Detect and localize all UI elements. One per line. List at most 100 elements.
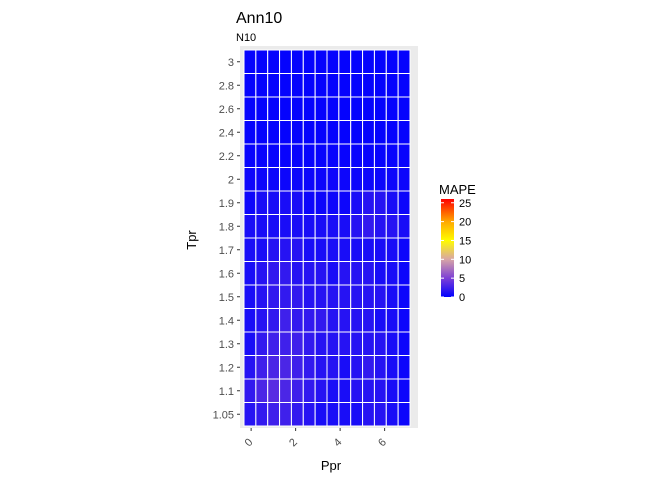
heatmap-tile [397, 402, 411, 427]
heatmap-tile [243, 143, 257, 168]
heatmap-tile [314, 120, 328, 145]
heatmap-tile [243, 378, 257, 403]
heatmap-tile [350, 214, 364, 239]
heatmap-tile [314, 261, 328, 286]
heatmap-tile [255, 284, 269, 309]
heatmap-tile [338, 167, 352, 192]
y-tick-label: 1.1 [219, 386, 234, 398]
heatmap-tile [362, 143, 375, 168]
y-axis: 1.05 1.1 1.2 1.3 1.4 1.5 1.6 1.7 1.8 1.9 2 2.2 2.4 2.… [213, 57, 240, 421]
heatmap-tile [302, 261, 316, 286]
heatmap-tile [326, 120, 340, 145]
x-tick-label: 4 [332, 436, 345, 449]
heatmap-tile [350, 49, 364, 74]
heatmap-tile [290, 73, 304, 98]
heatmap-tile [326, 73, 340, 98]
heatmap-tile [326, 49, 340, 74]
heatmap-tile [255, 167, 269, 192]
heatmap-tile [373, 73, 387, 98]
heatmap-tile [290, 355, 304, 380]
heatmap-tile [338, 261, 352, 286]
heatmap-tile [362, 331, 375, 356]
heatmap-tile [338, 308, 352, 333]
heatmap-tile [290, 378, 304, 403]
y-axis-title: Tpr [184, 230, 199, 250]
legend-ticks: 0 5 10 15 20 25 [441, 198, 471, 304]
heatmap-tile [302, 308, 316, 333]
heatmap-tile [385, 190, 399, 215]
heatmap-tile [279, 378, 292, 403]
heatmap-tile [385, 355, 399, 380]
y-tick-label: 1.5 [219, 292, 234, 304]
heatmap-tile [279, 402, 292, 427]
heatmap-tile [385, 214, 399, 239]
y-tick-label: 2.6 [219, 104, 234, 116]
heatmap-tile [302, 331, 316, 356]
heatmap-tile [302, 167, 316, 192]
legend-tick-label: 20 [459, 217, 471, 229]
heatmap-tile [302, 143, 316, 168]
heatmap-tile [279, 261, 292, 286]
heatmap-tile [314, 143, 328, 168]
heatmap-tile [350, 96, 364, 121]
heatmap-tile [373, 261, 387, 286]
heatmap-tile [302, 190, 316, 215]
heatmap-tile [385, 237, 399, 262]
heatmap-tile [397, 167, 411, 192]
heatmap-tile [350, 73, 364, 98]
heatmap-tile [362, 355, 375, 380]
heatmap-tile [255, 378, 269, 403]
heatmap-tile [267, 49, 281, 74]
heatmap-tile [362, 190, 375, 215]
y-tick-label: 1.05 [213, 409, 234, 421]
heatmap-tile [255, 49, 269, 74]
y-tick-label: 1.7 [219, 245, 234, 257]
heatmap-tile [350, 308, 364, 333]
legend-tick-label: 10 [459, 254, 471, 266]
heatmap-tile [255, 96, 269, 121]
y-tick-label: 1.6 [219, 268, 234, 280]
heatmap-tile [243, 49, 257, 74]
heatmap-tile [362, 49, 375, 74]
heatmap-tile [385, 402, 399, 427]
heatmap-tile [373, 96, 387, 121]
heatmap-tile [243, 402, 257, 427]
heatmap-tile [397, 284, 411, 309]
heatmap-tile [397, 237, 411, 262]
heatmap-tile [362, 402, 375, 427]
heatmap-tile [255, 190, 269, 215]
heatmap-tile [373, 214, 387, 239]
x-tick-label: 6 [376, 436, 389, 449]
x-tick-label: 0 [243, 436, 256, 449]
heatmap-tile [397, 96, 411, 121]
heatmap-tile [279, 143, 292, 168]
heatmap-tile [279, 284, 292, 309]
heatmap-tile [279, 96, 292, 121]
heatmap-tile [314, 355, 328, 380]
heatmap-tile [243, 96, 257, 121]
heatmap-tile [362, 73, 375, 98]
heatmap-tile [385, 167, 399, 192]
heatmap-tile [279, 331, 292, 356]
heatmap-tile [302, 355, 316, 380]
heatmap-tile [326, 308, 340, 333]
heatmap-tile [362, 284, 375, 309]
heatmap-tile [314, 402, 328, 427]
heatmap-tile [326, 331, 340, 356]
heatmap-tile [243, 355, 257, 380]
heatmap-tile [267, 167, 281, 192]
heatmap-tile [314, 331, 328, 356]
heatmap-tile [267, 73, 281, 98]
heatmap-tile [385, 261, 399, 286]
heatmap-tile [397, 378, 411, 403]
heatmap-tile [243, 214, 257, 239]
heatmap-tile [326, 237, 340, 262]
heatmap-tile [255, 143, 269, 168]
heatmap-tile [385, 378, 399, 403]
legend-tick-label: 25 [459, 198, 471, 210]
heatmap-tile [290, 167, 304, 192]
heatmap-tile [338, 96, 352, 121]
heatmap-tile [267, 331, 281, 356]
heatmap-tile [314, 190, 328, 215]
